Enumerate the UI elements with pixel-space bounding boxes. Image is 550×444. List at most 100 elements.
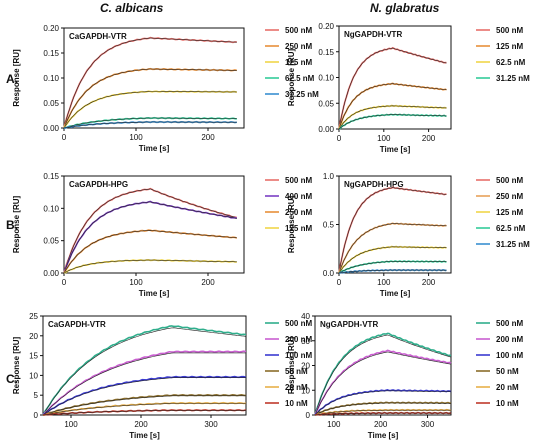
c-right-ytick-label: 20 [301, 362, 310, 371]
a-left-x-axis-label: Time [s] [139, 144, 170, 153]
a-left-series-0-data-line [63, 36, 237, 129]
a-left-ytick-label: 0.05 [43, 99, 59, 108]
a-left-series-1-fit-line [63, 68, 237, 129]
b-left-plot-frame [63, 175, 245, 274]
c-left-legend-label-0: 500 nM [285, 319, 312, 328]
a-right-series-3-data-line [338, 113, 447, 130]
b-right-series-2-fit-line [338, 246, 447, 274]
a-left-xtick-label: 100 [129, 133, 143, 142]
a-right-series-0-fit-line [338, 47, 447, 130]
c-right-xtick-label: 300 [421, 420, 435, 429]
row-label-c: C. [6, 372, 18, 386]
c-left-ytick-label: 0 [34, 411, 39, 420]
b-left-series-2-data-line [63, 229, 238, 274]
a-right-xtick-label: 100 [377, 134, 391, 143]
b-right-legend-label-0: 500 nM [496, 176, 523, 185]
b-left-legend-label-3: 125 nM [285, 224, 312, 233]
b-right-xtick-label: 100 [377, 278, 391, 287]
b-right-xtick-label: 0 [337, 278, 342, 287]
a-right-ytick-label: 0.15 [318, 48, 334, 57]
b-left-series-1-fit-line [63, 201, 237, 274]
b-left-ytick-label: 0.15 [43, 172, 59, 181]
b-right-legend-label-1: 250 nM [496, 192, 523, 201]
c-left-series-3-fit-line [42, 395, 246, 416]
a-left-xtick-label: 200 [201, 133, 215, 142]
b-left-xtick-label: 0 [62, 278, 67, 287]
c-left-x-axis-label: Time [s] [129, 431, 160, 440]
c-right-series-1-fit-line [314, 351, 452, 416]
c-right-ytick-label: 40 [301, 312, 310, 321]
c-left-xtick-label: 200 [134, 420, 148, 429]
b-right-series-0-fit-line [338, 187, 447, 274]
b-left-ytick-label: 0.10 [43, 204, 59, 213]
c-right-series-4-fit-line [314, 409, 451, 416]
b-right-xtick-label: 200 [422, 278, 436, 287]
b-right-legend-label-3: 62.5 nM [496, 224, 526, 233]
a-left-series-3-fit-line [63, 117, 237, 129]
c-left-legend-label-4: 20 nM [285, 383, 308, 392]
c-right-xtick-label: 100 [327, 420, 341, 429]
a-left-xtick-label: 0 [62, 133, 67, 142]
a-left-legend-label-3: 62.5 nM [285, 74, 315, 83]
b-left-legend-label-2: 250 nM [285, 208, 312, 217]
c-right-series-3-fit-line [314, 402, 451, 416]
b-right-panel-title: NgGAPDH-HPG [344, 180, 404, 189]
b-left-legend-label-1: 400 nM [285, 192, 312, 201]
c-left-series-0-data-line [42, 325, 247, 416]
a-left-series-4-fit-line [63, 121, 237, 129]
c-left-legend-label-1: 200 nM [285, 335, 312, 344]
a-left-series-2-fit-line [63, 91, 237, 129]
c-right-legend-label-2: 100 nM [496, 351, 523, 360]
a-right-legend-label-2: 62.5 nM [496, 58, 526, 67]
c-left-series-1-fit-line [42, 352, 246, 416]
b-left-ytick-label: 0.05 [43, 237, 59, 246]
b-left-series-3-fit-line [63, 259, 237, 274]
b-left-y-axis-label: Response [RU] [12, 195, 21, 253]
a-left-ytick-label: 0.20 [43, 24, 59, 33]
a-right-y-axis-label: Response [RU] [287, 48, 296, 106]
c-left-series-0-fit-line [42, 327, 247, 416]
a-right-ytick-label: 0.20 [318, 22, 334, 31]
b-left-series-2-fit-line [63, 229, 237, 274]
b-left-panel-title: CaGAPDH-HPG [69, 180, 128, 189]
b-right-x-axis-label: Time [s] [380, 289, 411, 298]
a-right-legend-label-0: 500 nM [496, 26, 523, 35]
c-right-legend-label-1: 200 nM [496, 335, 523, 344]
a-left-panel-title: CaGAPDH-VTR [69, 32, 127, 41]
c-right-y-axis-label: Response [RU] [287, 336, 296, 394]
c-right-series-2-fit-line [314, 390, 451, 416]
a-left-legend-label-1: 250 nM [285, 42, 312, 51]
c-left-ytick-label: 20 [29, 332, 38, 341]
a-left-legend-label-2: 125 nM [285, 58, 312, 67]
b-right-series-3-fit-line [338, 261, 447, 274]
a-right-series-2-data-line [338, 104, 447, 130]
b-left-xtick-label: 200 [201, 278, 215, 287]
a-left-legend-label-4: 31.25 nM [285, 90, 319, 99]
b-left-series-0-fit-line [63, 188, 237, 274]
a-right-legend-label-3: 31.25 nM [496, 74, 530, 83]
row-label-b: B. [6, 218, 18, 232]
c-left-ytick-label: 25 [29, 312, 38, 321]
b-right-series-4-fit-line [338, 269, 447, 274]
c-right-panel-title: NgGAPDH-VTR [320, 320, 378, 329]
a-right-series-3-fit-line [338, 114, 447, 130]
b-right-legend-label-4: 31.25 nM [496, 240, 530, 249]
c-right-legend-label-0: 500 nM [496, 319, 523, 328]
b-right-series-0-data-line [338, 186, 447, 274]
b-left-x-axis-label: Time [s] [139, 289, 170, 298]
c-left-series-5-fit-line [42, 410, 246, 416]
b-right-legend-label-2: 125 nM [496, 208, 523, 217]
c-right-xtick-label: 200 [374, 420, 388, 429]
b-left-ytick-label: 0.00 [43, 269, 59, 278]
a-right-ytick-label: 0.05 [318, 99, 334, 108]
c-left-y-axis-label: Response [RU] [12, 336, 21, 394]
a-left-ytick-label: 0.15 [43, 49, 59, 58]
a-left-ytick-label: 0.10 [43, 74, 59, 83]
c-left-series-2-data-line [42, 375, 247, 416]
c-right-legend-label-4: 20 nM [496, 383, 519, 392]
c-left-legend-label-3: 50 nM [285, 367, 308, 376]
row-label-a: A. [6, 72, 18, 86]
c-right-ytick-label: 30 [301, 337, 310, 346]
c-right-ytick-label: 0 [306, 411, 311, 420]
